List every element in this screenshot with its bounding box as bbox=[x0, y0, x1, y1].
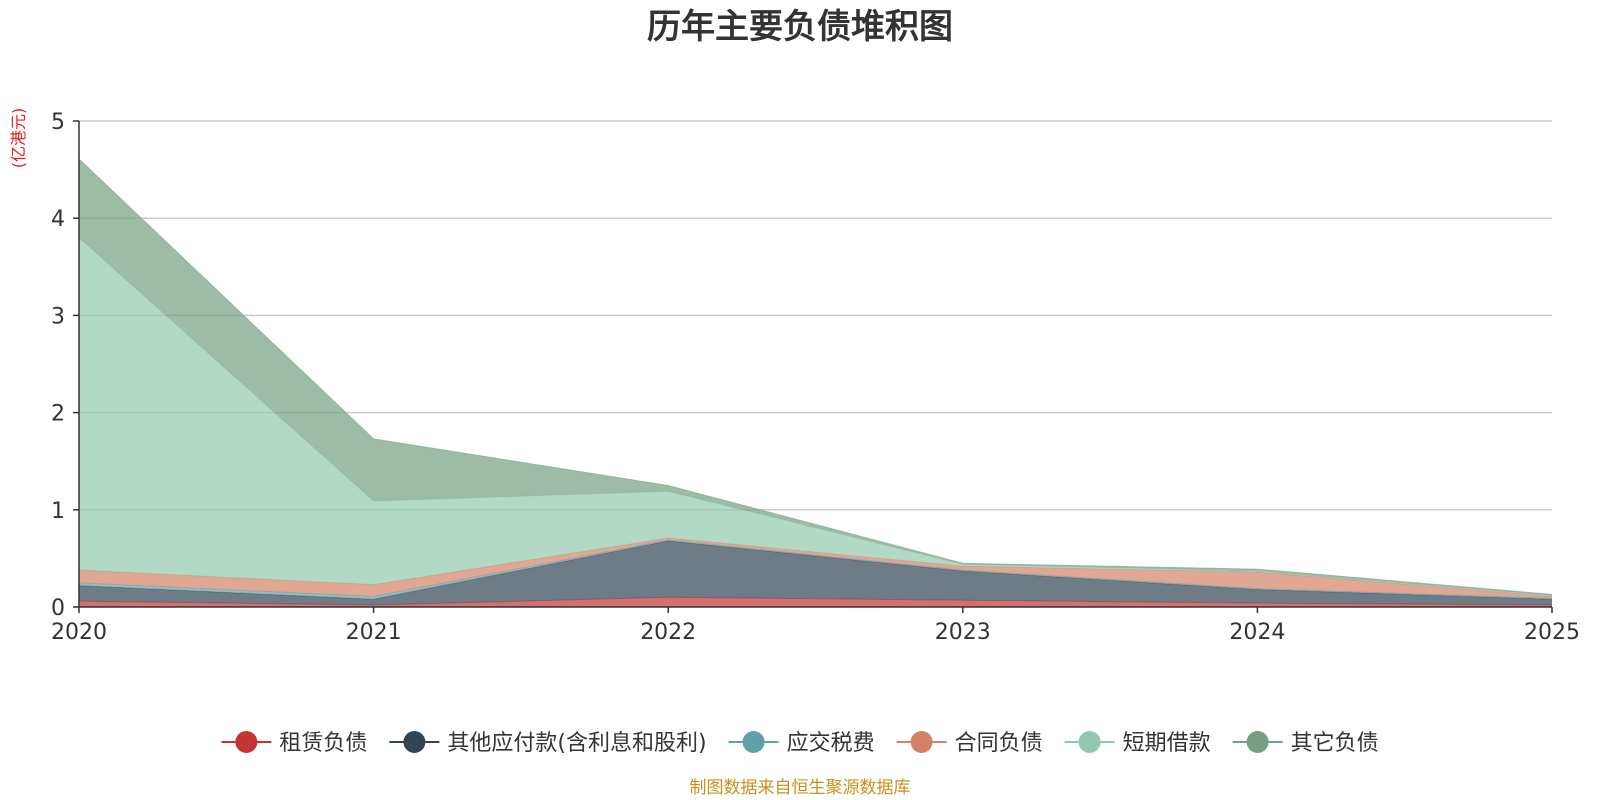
legend-label: 应交税费 bbox=[787, 731, 875, 756]
area-series-top-line-5 bbox=[78, 158, 1553, 595]
legend-item-1[interactable]: 其他应付款(含利息和股利) bbox=[389, 731, 707, 756]
x-tick-label: 2021 bbox=[346, 620, 402, 645]
legend-label: 其他应付款(含利息和股利) bbox=[447, 731, 706, 756]
y-tick-label: 4 bbox=[51, 207, 65, 232]
legend[interactable]: 租赁负债 其他应付款(含利息和股利) 应交税费 合同负债 短期借款 其它负债 bbox=[221, 731, 1379, 756]
legend-item-3[interactable]: 合同负债 bbox=[896, 731, 1043, 756]
legend-item-4[interactable]: 短期借款 bbox=[1064, 731, 1211, 756]
y-tick-label: 5 bbox=[51, 110, 65, 135]
area-series-0 bbox=[79, 597, 1552, 607]
legend-item-2[interactable]: 应交税费 bbox=[728, 731, 875, 756]
legend-circle-marker bbox=[742, 731, 765, 753]
x-tick-label: 2022 bbox=[640, 620, 696, 645]
y-tick-label: 3 bbox=[51, 304, 65, 329]
area-series-group bbox=[78, 158, 1553, 607]
legend-circle-marker bbox=[1078, 731, 1101, 753]
axes: 0 1 2 3 4 5 2020 2021 2022 2023 2024 2025 bbox=[51, 110, 1580, 645]
x-tick-label: 2025 bbox=[1524, 620, 1580, 645]
area-series-1 bbox=[79, 540, 1552, 606]
data-source-note: 制图数据来自恒生聚源数据库 bbox=[690, 778, 911, 798]
area-series-4 bbox=[79, 237, 1552, 597]
legend-circle-marker bbox=[1246, 731, 1269, 753]
area-series-top-line-4 bbox=[78, 237, 1553, 596]
area-series-5 bbox=[79, 158, 1552, 596]
y-tick-label: 2 bbox=[51, 402, 65, 427]
y-tick-label: 0 bbox=[51, 596, 65, 621]
legend-label: 租赁负债 bbox=[279, 731, 367, 756]
chart-title: 历年主要负债堆积图 bbox=[647, 7, 953, 47]
y-tick-label: 1 bbox=[51, 499, 65, 524]
x-tick-label: 2023 bbox=[935, 620, 991, 645]
x-tick-label: 2024 bbox=[1229, 620, 1285, 645]
legend-item-0[interactable]: 租赁负债 bbox=[221, 731, 367, 756]
legend-circle-marker bbox=[403, 731, 426, 753]
legend-item-5[interactable]: 其它负债 bbox=[1232, 731, 1379, 756]
x-tick-label: 2020 bbox=[51, 620, 107, 645]
y-axis-unit-label: (亿港元) bbox=[9, 108, 28, 169]
legend-label: 其它负债 bbox=[1291, 731, 1379, 756]
legend-label: 短期借款 bbox=[1123, 731, 1211, 756]
legend-circle-marker bbox=[910, 731, 933, 753]
legend-circle-marker bbox=[235, 731, 258, 753]
legend-label: 合同负债 bbox=[955, 731, 1043, 756]
area-series-3 bbox=[79, 537, 1552, 599]
